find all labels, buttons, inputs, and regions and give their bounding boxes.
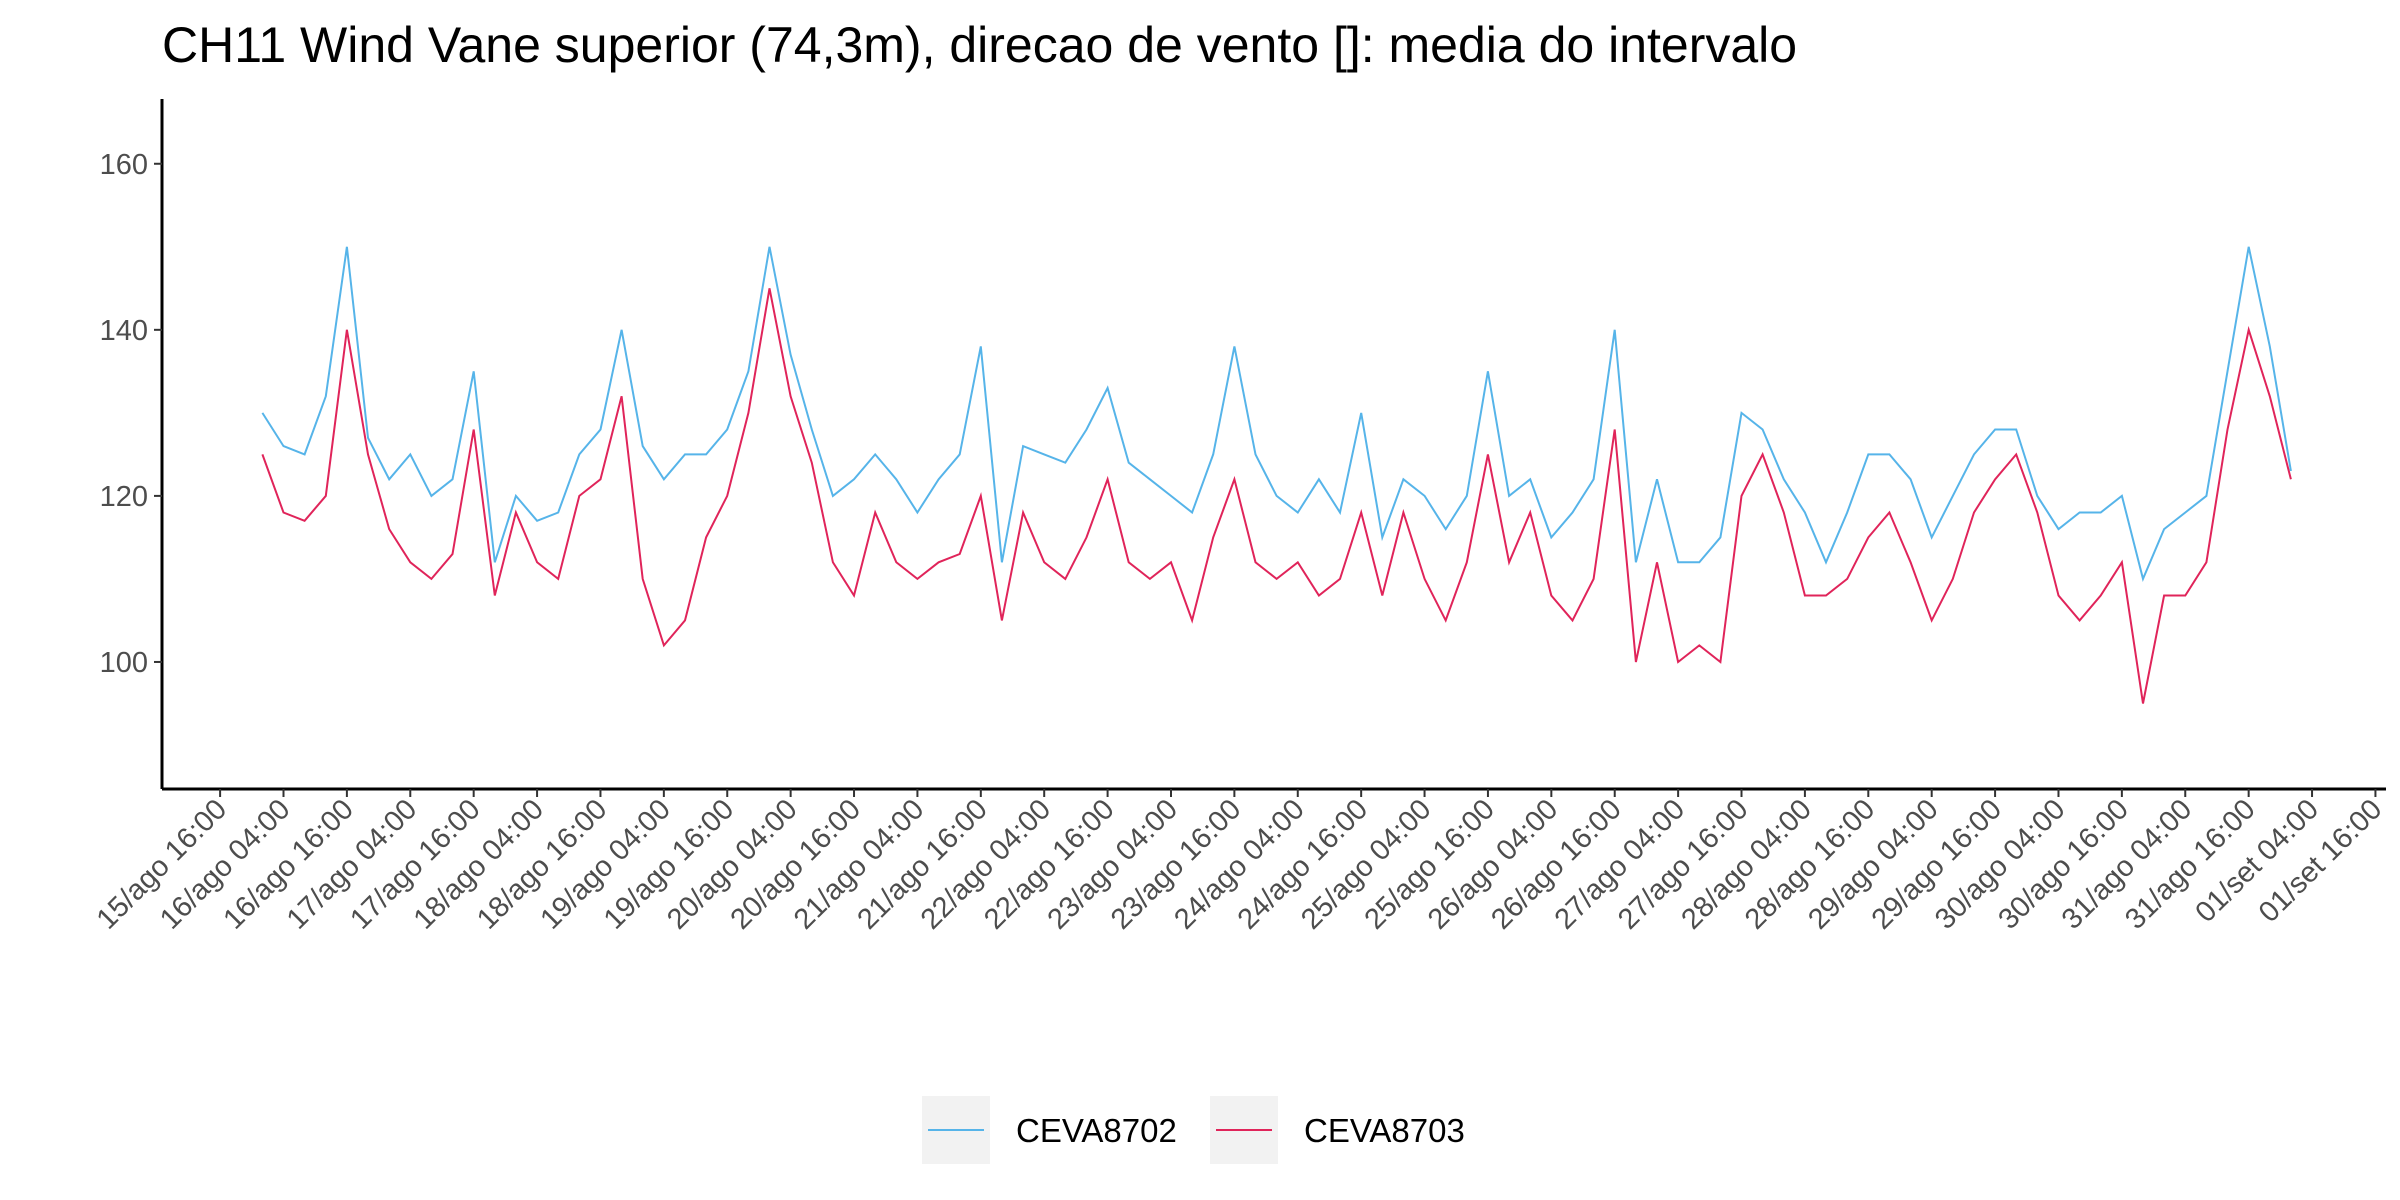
chart-title: CH11 Wind Vane superior (74,3m), direcao… [162, 17, 1797, 73]
legend-label: CEVA8702 [1016, 1112, 1177, 1149]
y-tick-label: 140 [100, 315, 148, 347]
y-tick-label: 120 [100, 481, 148, 513]
series-line [261, 246, 2292, 583]
y-tick-label: 100 [100, 647, 148, 679]
y-tick-label: 160 [100, 149, 148, 181]
legend-label: CEVA8703 [1304, 1112, 1465, 1149]
series-line [261, 288, 2292, 704]
